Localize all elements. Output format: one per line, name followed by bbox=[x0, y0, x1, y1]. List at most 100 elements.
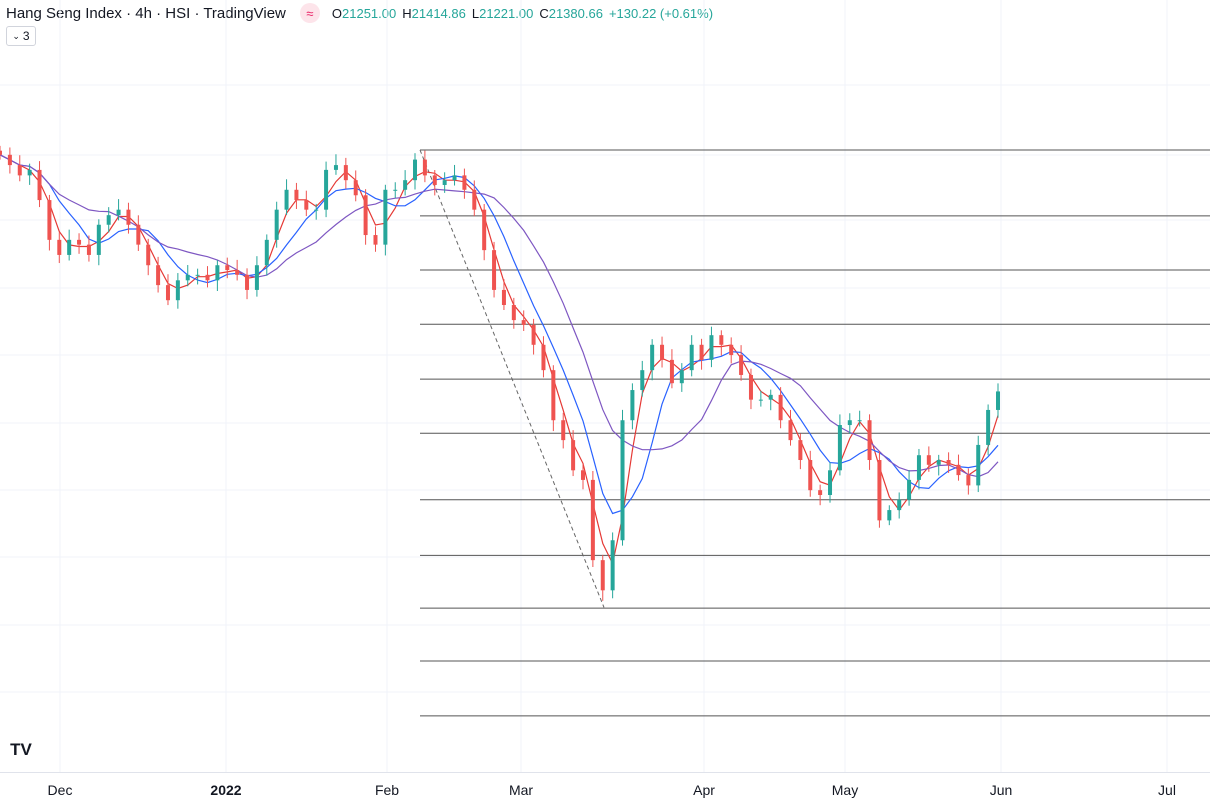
candle-body bbox=[314, 209, 319, 211]
candle-body bbox=[136, 224, 141, 245]
ohlc-high: H21414.86 bbox=[402, 5, 466, 21]
candle-body bbox=[284, 189, 289, 210]
candle-body bbox=[837, 425, 842, 471]
candle-body bbox=[916, 455, 921, 480]
candle-body bbox=[37, 169, 42, 201]
candle-body bbox=[541, 344, 546, 371]
candle-body bbox=[185, 274, 190, 281]
x-tick-label: Apr bbox=[693, 782, 715, 798]
candle-body bbox=[719, 335, 724, 345]
candle-body bbox=[996, 391, 1000, 410]
candle-body bbox=[294, 189, 299, 201]
candle-body bbox=[808, 460, 813, 491]
candle-body bbox=[96, 224, 101, 255]
candle-body bbox=[472, 189, 477, 210]
candle-body bbox=[383, 189, 388, 245]
candle-body bbox=[630, 390, 635, 421]
candle-body bbox=[966, 475, 971, 486]
candle-body bbox=[679, 370, 684, 384]
candle-body bbox=[363, 195, 368, 236]
candle-body bbox=[798, 440, 803, 461]
candle-body bbox=[521, 320, 526, 325]
candle-body bbox=[413, 159, 418, 181]
symbol-title[interactable]: Hang Seng Index · 4h · HSI · TradingView bbox=[6, 4, 286, 22]
candle-body bbox=[343, 165, 348, 181]
candle-body bbox=[116, 209, 121, 216]
tradingview-logo[interactable]: TV bbox=[10, 740, 32, 759]
candle-body bbox=[333, 165, 338, 170]
candle-body bbox=[758, 399, 763, 401]
compare-icon[interactable]: ≈ bbox=[299, 3, 320, 23]
candle-body bbox=[205, 274, 210, 281]
x-tick-label: May bbox=[831, 782, 859, 798]
candle-body bbox=[699, 344, 704, 360]
x-tick-label: Jun bbox=[989, 782, 1013, 798]
price-chart[interactable] bbox=[0, 0, 1210, 772]
candle-body bbox=[403, 180, 408, 190]
candle-body bbox=[956, 464, 961, 476]
candle-body bbox=[847, 420, 852, 426]
candle-body bbox=[551, 370, 556, 421]
time-axis[interactable]: Dec 2022 Feb Mar Apr May Jun Jul bbox=[0, 772, 1210, 807]
candle-body bbox=[620, 420, 625, 541]
candle-body bbox=[729, 344, 734, 356]
candle-body bbox=[47, 200, 52, 240]
candle-body bbox=[442, 180, 447, 185]
candle-body bbox=[422, 159, 427, 176]
candle-body bbox=[936, 460, 941, 465]
x-tick-label: Dec bbox=[47, 782, 73, 798]
candle-body bbox=[156, 265, 161, 286]
candle-body bbox=[77, 239, 82, 245]
candle-body bbox=[245, 274, 250, 290]
candle-body bbox=[393, 189, 398, 191]
candle-body bbox=[561, 420, 566, 441]
candle-body bbox=[511, 305, 516, 321]
candle-body bbox=[225, 265, 230, 271]
candle-body bbox=[462, 175, 467, 190]
candle-body bbox=[640, 370, 645, 391]
candle-body bbox=[432, 175, 437, 185]
candle-body bbox=[324, 169, 329, 210]
candle-body bbox=[264, 239, 269, 266]
x-tick-label: Jul bbox=[1158, 782, 1176, 798]
candle-body bbox=[857, 420, 862, 422]
candle-body bbox=[86, 244, 91, 255]
candle-body bbox=[689, 344, 694, 371]
candle-body bbox=[304, 200, 309, 210]
candle-body bbox=[709, 335, 714, 360]
candle-body bbox=[254, 265, 259, 290]
ohlc-close: C21380.66 bbox=[539, 5, 603, 21]
candle-body bbox=[501, 289, 506, 306]
price-change: +130.22 (+0.61%) bbox=[608, 5, 714, 21]
candle-body bbox=[610, 540, 615, 591]
chart-legend: Hang Seng Index · 4h · HSI · TradingView… bbox=[6, 3, 713, 23]
candle-body bbox=[926, 455, 931, 465]
candle-body bbox=[600, 560, 605, 591]
moving-average-slow bbox=[0, 154, 999, 478]
candle-body bbox=[146, 244, 151, 266]
indicators-toggle-button[interactable]: ⌄ 3 bbox=[6, 26, 36, 46]
candle-body bbox=[482, 209, 487, 251]
candle-body bbox=[867, 420, 872, 461]
candle-body bbox=[531, 324, 536, 345]
candle-body bbox=[748, 374, 753, 400]
candle-body bbox=[788, 420, 793, 441]
x-tick-label: Mar bbox=[508, 782, 534, 798]
candle-body bbox=[897, 499, 902, 511]
ohlc-low: L21221.00 bbox=[471, 5, 534, 21]
candle-body bbox=[887, 510, 892, 521]
candle-body bbox=[215, 265, 220, 281]
candle-body bbox=[106, 215, 111, 225]
trendline bbox=[419, 149, 605, 608]
candle-body bbox=[175, 280, 180, 301]
moving-average-mid bbox=[0, 154, 999, 515]
candle-body bbox=[828, 470, 833, 495]
candle-body bbox=[165, 285, 170, 301]
candle-body bbox=[986, 409, 991, 445]
candle-body bbox=[373, 235, 378, 245]
candle-body bbox=[590, 479, 595, 561]
candle-body bbox=[126, 209, 131, 225]
candle-body bbox=[17, 165, 22, 176]
candle-body bbox=[235, 270, 240, 275]
candle-body bbox=[877, 460, 882, 521]
